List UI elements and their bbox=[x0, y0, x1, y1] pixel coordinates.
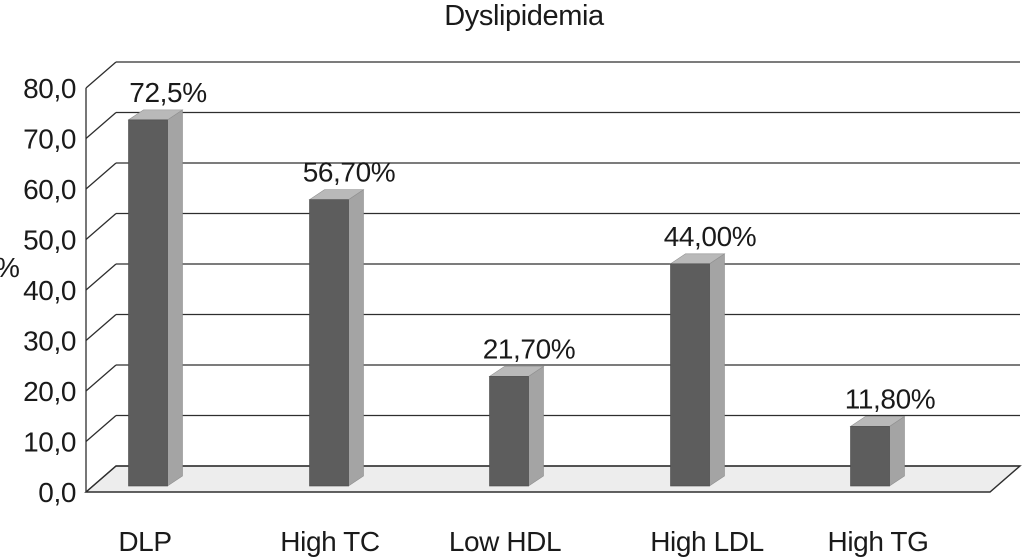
y-tick-label: 0,0 bbox=[38, 477, 76, 508]
bar-dlp bbox=[127, 109, 184, 487]
y-tick-label: 80,0 bbox=[23, 73, 76, 104]
x-category-label: High LDL bbox=[650, 526, 764, 557]
chart-title: Dyslipidemia bbox=[444, 0, 605, 32]
bars-layer bbox=[127, 109, 906, 487]
bar-side-face bbox=[167, 109, 183, 487]
gridline-layer bbox=[85, 61, 1020, 493]
tick-depth-line bbox=[85, 465, 117, 493]
bar-side-face bbox=[528, 365, 544, 487]
bar-value-label: 72,5% bbox=[129, 77, 206, 108]
y-tick-label: 70,0 bbox=[23, 124, 76, 155]
tick-depth-line bbox=[85, 364, 117, 392]
y-tick-label: 50,0 bbox=[23, 225, 76, 256]
tick-depth-line bbox=[85, 263, 117, 291]
tick-depth-line bbox=[85, 61, 117, 89]
bar-side-face bbox=[348, 189, 364, 487]
bar-front-face bbox=[850, 426, 890, 487]
x-category-label: High TG bbox=[828, 526, 929, 557]
bar-front-face bbox=[489, 376, 529, 487]
bar-low-hdl bbox=[488, 365, 545, 487]
y-tick-label: 60,0 bbox=[23, 174, 76, 205]
x-category-label: DLP bbox=[118, 526, 171, 557]
tick-depth-line bbox=[85, 162, 117, 190]
x-category-label: High TC bbox=[280, 526, 380, 557]
bar-side-face bbox=[709, 253, 725, 487]
y-tick-label: 30,0 bbox=[23, 326, 76, 357]
bar-front-face bbox=[128, 119, 168, 487]
bar-value-label: 21,70% bbox=[483, 333, 576, 364]
y-tick-label: 20,0 bbox=[23, 376, 76, 407]
bar-high-ldl bbox=[669, 253, 726, 487]
bar-value-label: 56,70% bbox=[303, 157, 396, 188]
y-tick-label: 10,0 bbox=[23, 427, 76, 458]
tick-depth-line bbox=[85, 213, 117, 240]
bar-high-tg bbox=[849, 415, 906, 487]
tick-depth-line bbox=[85, 112, 117, 139]
bar-front-face bbox=[670, 263, 710, 487]
y-tick-label: 40,0 bbox=[23, 275, 76, 306]
tick-depth-line bbox=[85, 314, 117, 341]
x-category-label: Low HDL bbox=[449, 526, 561, 557]
bar-value-label: 11,80% bbox=[845, 383, 936, 414]
y-axis-title: % bbox=[0, 252, 20, 283]
labels-layer: 80,0 70,0 60,0 50,0 40,0 30,0 20,0 10,0 0,0 72,5%… bbox=[23, 73, 936, 557]
bar-side-face bbox=[889, 415, 905, 487]
bar-high-tc bbox=[308, 189, 365, 487]
bar-value-label: 44,00% bbox=[664, 221, 757, 252]
tick-depth-line bbox=[85, 415, 117, 442]
bar-front-face bbox=[309, 199, 349, 487]
